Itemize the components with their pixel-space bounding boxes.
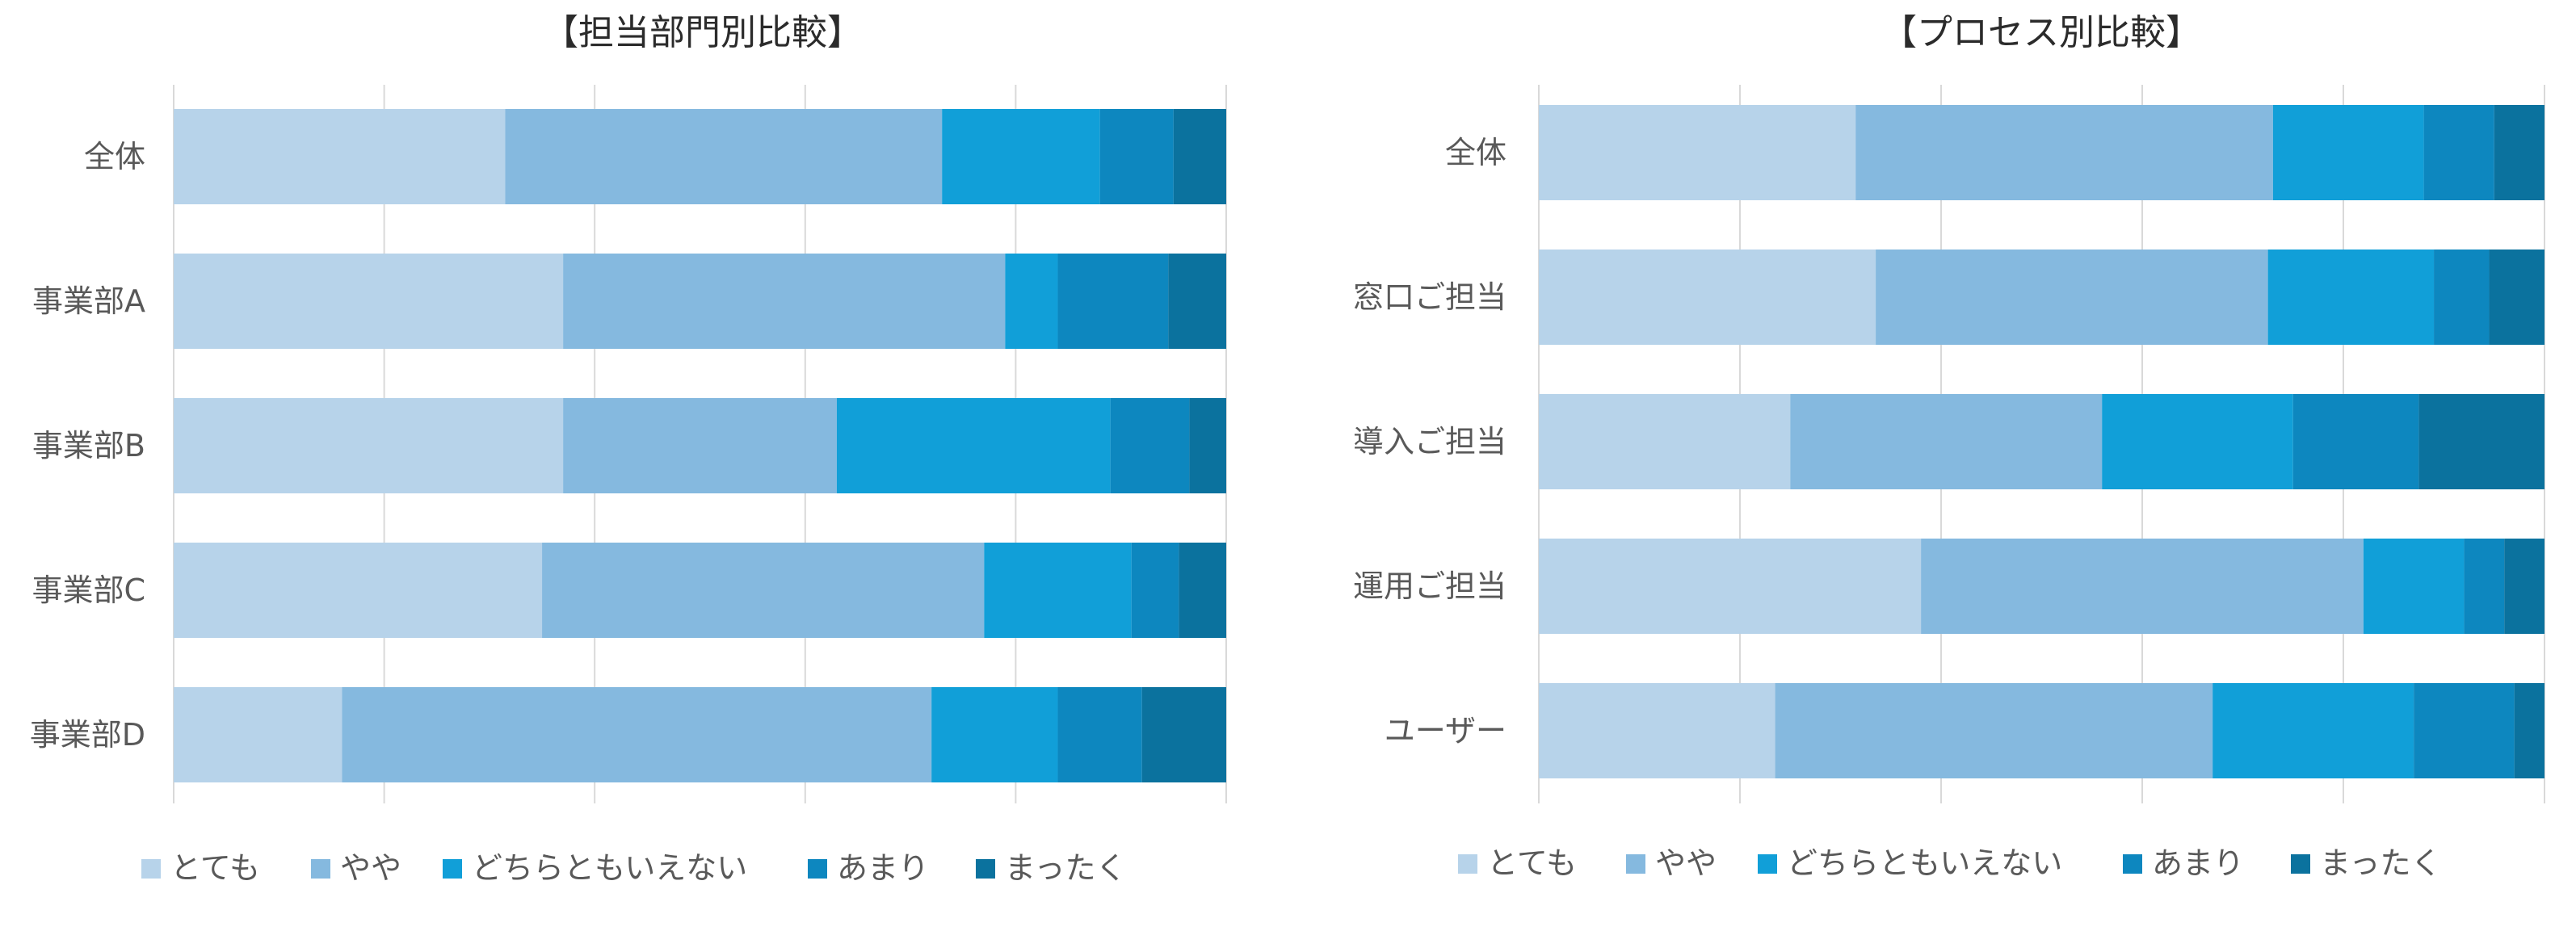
legend-swatch bbox=[311, 859, 330, 879]
category-label: 全体 bbox=[1445, 135, 1507, 170]
bar-segment bbox=[1539, 683, 1775, 778]
bar-segment bbox=[542, 543, 985, 638]
category-label: 事業部C bbox=[32, 572, 145, 608]
bar-segment bbox=[836, 398, 1111, 493]
chart-title: 【プロセス別比較】 bbox=[1881, 12, 2201, 53]
category-label: 事業部A bbox=[32, 283, 145, 319]
bar-segment bbox=[2489, 250, 2544, 345]
bar-segment bbox=[2418, 394, 2544, 489]
legend-swatch bbox=[1758, 854, 1777, 874]
legend-swatch bbox=[808, 859, 827, 879]
bar-segment bbox=[2504, 539, 2544, 634]
legend-label: まったく bbox=[1005, 850, 1126, 886]
bar-segment bbox=[1141, 687, 1226, 782]
bar-segment bbox=[1855, 105, 2273, 200]
legend-swatch bbox=[141, 859, 161, 879]
bar-segment bbox=[2464, 539, 2505, 634]
bar-segment bbox=[174, 543, 543, 638]
bar-segment bbox=[563, 398, 837, 493]
bar-segment bbox=[1921, 539, 2364, 634]
bar-segment bbox=[1539, 105, 1856, 200]
category-label: 全体 bbox=[84, 139, 145, 174]
bar-segment bbox=[1539, 250, 1876, 345]
bar-segment bbox=[2434, 250, 2490, 345]
bar-segment bbox=[174, 109, 506, 204]
bar-segment bbox=[1876, 250, 2268, 345]
bar-segment bbox=[1539, 539, 1922, 634]
category-label: 導入ご担当 bbox=[1353, 424, 1507, 459]
bar-segment bbox=[174, 687, 342, 782]
category-label: 事業部B bbox=[32, 428, 145, 463]
bar-segment bbox=[1775, 683, 2213, 778]
legend-label: どちらともいえない bbox=[472, 850, 747, 886]
bar-segment bbox=[931, 687, 1058, 782]
bar-segment bbox=[2423, 105, 2494, 200]
bar-segment bbox=[1539, 394, 1791, 489]
bar-segment bbox=[342, 687, 932, 782]
legend-swatch bbox=[2291, 854, 2310, 874]
bar-segment bbox=[984, 543, 1132, 638]
bar-segment bbox=[1790, 394, 2103, 489]
bar-segment bbox=[174, 254, 564, 349]
category-label: 事業部D bbox=[30, 717, 145, 753]
legend-label: やや bbox=[1655, 845, 1717, 881]
bar-segment bbox=[2494, 105, 2544, 200]
bar-segment bbox=[1179, 543, 1226, 638]
bar-segment bbox=[1057, 687, 1142, 782]
bar-segment bbox=[1168, 254, 1226, 349]
legend-swatch bbox=[1458, 854, 1477, 874]
legend-label: あまり bbox=[2152, 845, 2244, 881]
legend-label: やや bbox=[340, 850, 401, 886]
bar-segment bbox=[2213, 683, 2414, 778]
legend-label: まったく bbox=[2320, 845, 2441, 881]
bar-segment bbox=[174, 398, 564, 493]
legend-label: どちらともいえない bbox=[1787, 845, 2062, 881]
bar-segment bbox=[505, 109, 943, 204]
bar-segment bbox=[1005, 254, 1058, 349]
bar-segment bbox=[2102, 394, 2293, 489]
bar-segment bbox=[1057, 254, 1169, 349]
bar-segment bbox=[1173, 109, 1226, 204]
bar-segment bbox=[2514, 683, 2544, 778]
legend-label: とても bbox=[170, 850, 260, 886]
legend-swatch bbox=[443, 859, 462, 879]
bar-segment bbox=[1110, 398, 1190, 493]
legend-swatch bbox=[1626, 854, 1645, 874]
category-label: 窓口ご担当 bbox=[1353, 279, 1507, 315]
legend-label: とても bbox=[1487, 845, 1577, 881]
bar-segment bbox=[2414, 683, 2515, 778]
bar-segment bbox=[1099, 109, 1174, 204]
category-label: 運用ご担当 bbox=[1353, 568, 1507, 604]
legend-swatch bbox=[2123, 854, 2142, 874]
bar-segment bbox=[2272, 105, 2424, 200]
category-label: ユーザー bbox=[1385, 713, 1507, 749]
bar-segment bbox=[1131, 543, 1179, 638]
bar-segment bbox=[2267, 250, 2435, 345]
legend-label: あまり bbox=[837, 850, 929, 886]
legend-swatch bbox=[976, 859, 995, 879]
bar-segment bbox=[2292, 394, 2419, 489]
bar-segment bbox=[2363, 539, 2465, 634]
bar-segment bbox=[1189, 398, 1226, 493]
bar-segment bbox=[942, 109, 1100, 204]
bar-segment bbox=[563, 254, 1006, 349]
chart-title: 【担当部門別比較】 bbox=[543, 12, 863, 53]
